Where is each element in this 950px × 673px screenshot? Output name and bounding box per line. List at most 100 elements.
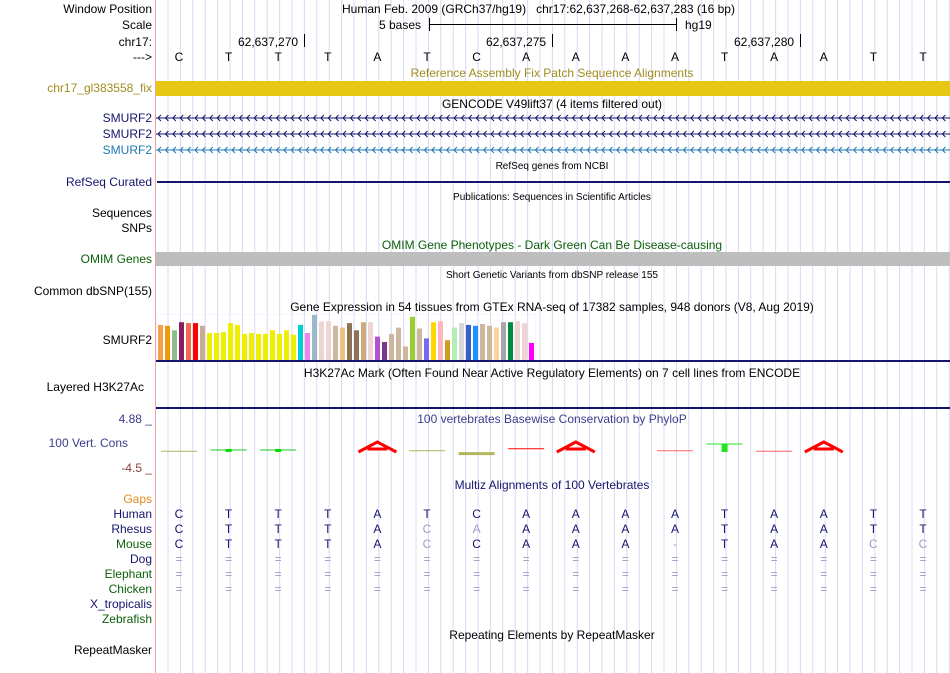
reference-base[interactable]: T — [324, 50, 332, 64]
gtex-tissue-bar[interactable] — [256, 333, 261, 360]
reference-base[interactable]: T — [720, 50, 729, 64]
repeatmasker-title[interactable]: Repeating Elements by RepeatMasker — [449, 628, 655, 642]
gtex-tissue-bar[interactable] — [396, 327, 401, 360]
gtex-tissue-bar[interactable] — [480, 324, 485, 360]
phylop-base-glyph[interactable] — [556, 440, 596, 454]
gtex-tissue-bar[interactable] — [403, 346, 408, 361]
phylop-title[interactable]: 100 vertebrates Basewise Conservation by… — [417, 412, 687, 426]
gtex-tissue-bar[interactable] — [305, 333, 310, 360]
publications-label-snps[interactable]: SNPs — [121, 221, 152, 235]
gtex-tissue-bar[interactable] — [431, 322, 436, 360]
gtex-tissue-bar[interactable] — [389, 333, 394, 360]
gtex-bar-chart[interactable] — [156, 314, 536, 360]
gtex-tissue-bar[interactable] — [298, 324, 303, 360]
gtex-tissue-bar[interactable] — [515, 321, 520, 360]
reference-base[interactable]: C — [174, 50, 184, 64]
gtex-tissue-bar[interactable] — [242, 333, 247, 360]
gtex-tissue-bar[interactable] — [291, 334, 296, 360]
gencode-transcript[interactable] — [156, 127, 950, 141]
multiz-species-label[interactable]: Chicken — [108, 582, 152, 596]
position-text[interactable]: chr17:62,637,268-62,637,283 (16 bp) — [536, 2, 735, 16]
omim-title[interactable]: OMIM Gene Phenotypes - Dark Green Can Be… — [381, 238, 723, 252]
phylop-label[interactable]: 100 Vert. Cons — [48, 436, 128, 450]
reference-base[interactable]: T — [224, 50, 233, 64]
gtex-tissue-bar[interactable] — [501, 322, 506, 360]
multiz-title[interactable]: Multiz Alignments of 100 Vertebrates — [454, 478, 650, 492]
gtex-tissue-bar[interactable] — [340, 327, 345, 360]
omim-label[interactable]: OMIM Genes — [80, 252, 152, 266]
gtex-tissue-bar[interactable] — [410, 316, 415, 360]
gtex-tissue-bar[interactable] — [473, 325, 478, 360]
gtex-tissue-bar[interactable] — [361, 322, 366, 360]
gtex-tissue-bar[interactable] — [459, 323, 464, 360]
gtex-tissue-bar[interactable] — [326, 321, 331, 360]
gtex-tissue-bar[interactable] — [452, 327, 457, 360]
publications-title[interactable]: Publications: Sequences in Scientific Ar… — [453, 192, 651, 203]
gtex-title[interactable]: Gene Expression in 54 tissues from GTEx … — [290, 300, 814, 314]
gtex-tissue-bar[interactable] — [263, 333, 268, 360]
gtex-tissue-bar[interactable] — [200, 325, 205, 360]
h3k27ac-label[interactable]: Layered H3K27Ac — [46, 380, 144, 394]
refseq-gene-line[interactable] — [157, 181, 950, 183]
gencode-item-label[interactable]: SMURF2 — [102, 111, 152, 125]
phylop-base-glyph[interactable] — [804, 440, 844, 454]
gtex-tissue-bar[interactable] — [529, 342, 534, 360]
gtex-tissue-bar[interactable] — [494, 327, 499, 360]
gtex-tissue-bar[interactable] — [277, 333, 282, 360]
reference-base[interactable]: A — [571, 50, 580, 64]
gtex-tissue-bar[interactable] — [347, 323, 352, 360]
reference-base[interactable]: A — [522, 50, 531, 64]
gtex-tissue-bar[interactable] — [368, 322, 373, 360]
multiz-gaps-label[interactable]: Gaps — [123, 492, 152, 506]
repeatmasker-label[interactable]: RepeatMasker — [73, 643, 152, 657]
gtex-tissue-bar[interactable] — [319, 321, 324, 360]
gtex-tissue-bar[interactable] — [424, 338, 429, 360]
multiz-species-label[interactable]: Dog — [129, 552, 152, 566]
dbsnp-title[interactable]: Short Genetic Variants from dbSNP releas… — [446, 270, 658, 281]
fix-patch-bar[interactable] — [156, 81, 950, 96]
gtex-tissue-bar[interactable] — [221, 332, 226, 360]
gtex-tissue-bar[interactable] — [214, 333, 219, 360]
gtex-tissue-bar[interactable] — [438, 321, 443, 360]
gtex-tissue-bar[interactable] — [235, 324, 240, 360]
gtex-tissue-bar[interactable] — [333, 325, 338, 360]
gencode-item-label[interactable]: SMURF2 — [102, 143, 152, 157]
gtex-tissue-bar[interactable] — [228, 323, 233, 360]
gtex-tissue-bar[interactable] — [508, 322, 513, 360]
gtex-tissue-bar[interactable] — [270, 330, 275, 360]
reference-base[interactable]: T — [869, 50, 878, 64]
reference-base[interactable]: C — [472, 50, 481, 64]
gencode-transcript[interactable] — [156, 143, 950, 157]
gtex-tissue-bar[interactable] — [445, 340, 450, 360]
multiz-species-label[interactable]: Zebrafish — [101, 612, 152, 626]
refseq-label[interactable]: RefSeq Curated — [65, 175, 152, 189]
gtex-tissue-bar[interactable] — [382, 342, 387, 360]
fix-patch-label[interactable]: chr17_gl383558_fix — [47, 81, 152, 95]
reference-base[interactable]: A — [621, 50, 630, 64]
gencode-transcript[interactable] — [156, 111, 950, 125]
gtex-label[interactable]: SMURF2 — [102, 333, 152, 347]
multiz-species-label[interactable]: Rhesus — [111, 522, 152, 536]
gencode-title[interactable]: GENCODE V49lift37 (4 items filtered out) — [441, 97, 663, 111]
gtex-tissue-bar[interactable] — [284, 330, 289, 360]
gtex-tissue-bar[interactable] — [186, 323, 191, 360]
phylop-base-glyph[interactable] — [357, 440, 398, 454]
reference-base[interactable]: T — [274, 50, 282, 64]
gtex-tissue-bar[interactable] — [375, 336, 380, 360]
gtex-tissue-bar[interactable] — [165, 325, 170, 360]
gtex-tissue-bar[interactable] — [179, 322, 184, 360]
fix-patch-title[interactable]: Reference Assembly Fix Patch Sequence Al… — [410, 66, 694, 80]
reference-base[interactable]: A — [819, 50, 828, 64]
reference-base[interactable]: A — [770, 50, 779, 64]
multiz-species-label[interactable]: X_tropicalis — [89, 597, 152, 611]
gtex-tissue-bar[interactable] — [172, 330, 177, 360]
omim-gene-bar[interactable] — [156, 252, 950, 266]
gtex-tissue-bar[interactable] — [312, 315, 317, 360]
reference-base[interactable]: A — [373, 50, 382, 64]
gtex-tissue-bar[interactable] — [522, 323, 527, 360]
refseq-title[interactable]: RefSeq genes from NCBI — [495, 161, 609, 172]
gtex-tissue-bar[interactable] — [193, 323, 198, 360]
gtex-tissue-bar[interactable] — [354, 330, 359, 360]
phylop-plot[interactable] — [156, 428, 950, 464]
gtex-tissue-bar[interactable] — [466, 324, 471, 360]
